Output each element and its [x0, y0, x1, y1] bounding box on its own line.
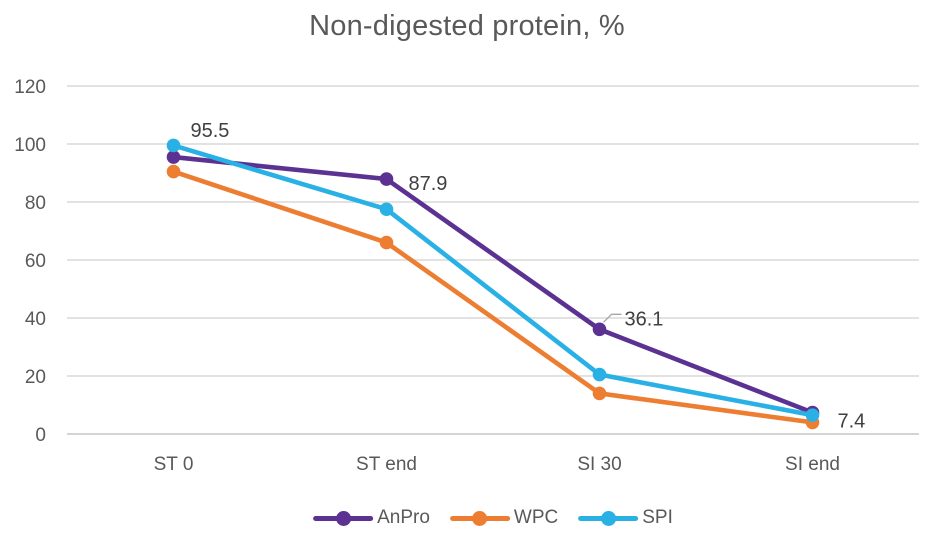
series-marker-spi [805, 408, 820, 422]
x-category-label: ST end [356, 454, 417, 475]
chart-legend: AnPro WPC SPI [313, 507, 673, 529]
legend-line-marker-icon [578, 510, 639, 526]
series-marker-spi [379, 202, 394, 217]
legend-label: WPC [513, 507, 559, 528]
series-marker-anpro [379, 172, 394, 186]
legend-item-spi: SPI [578, 507, 673, 529]
y-tick-label: 20 [25, 367, 46, 388]
series-marker-wpc [592, 386, 607, 401]
y-tick-label: 40 [25, 309, 46, 330]
legend-label: SPI [642, 507, 673, 528]
legend-item-anpro: AnPro [313, 507, 430, 529]
y-tick-label: 120 [14, 77, 46, 98]
y-tick-label: 60 [25, 251, 46, 272]
data-label: 87.9 [409, 173, 448, 195]
chart-title: Non-digested protein, % [309, 10, 625, 42]
series-line-anpro [171, 154, 815, 415]
x-category-label: SI end [785, 454, 840, 475]
series-marker-anpro [166, 150, 181, 164]
series-marker-anpro [592, 322, 607, 337]
legend-line-marker-icon [449, 510, 510, 526]
series-marker-spi [166, 138, 181, 153]
legend-item-wpc: WPC [449, 507, 559, 529]
data-label: 95.5 [191, 120, 230, 142]
y-tick-label: 80 [25, 193, 46, 214]
data-label: 36.1 [625, 308, 664, 330]
x-category-label: SI 30 [577, 454, 621, 475]
y-tick-label: 100 [14, 135, 46, 156]
data-label: 7.4 [838, 411, 866, 433]
x-category-label: ST 0 [154, 454, 194, 475]
legend-label: AnPro [377, 507, 430, 528]
series-marker-spi [592, 367, 607, 382]
series-marker-wpc [379, 235, 394, 250]
series-line-wpc [171, 169, 815, 425]
legend-line-marker-icon [313, 510, 374, 526]
data-label-leader-line [603, 313, 622, 323]
y-tick-label: 0 [35, 425, 46, 446]
series-marker-wpc [166, 164, 181, 179]
series-line-spi [171, 143, 815, 418]
